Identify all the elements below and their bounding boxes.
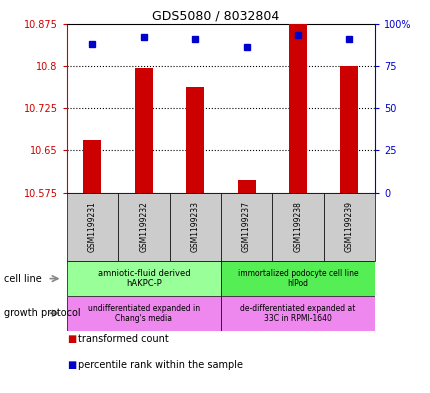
Text: de-differentiated expanded at
33C in RPMI-1640: de-differentiated expanded at 33C in RPM… [240, 303, 355, 323]
Text: amniotic-fluid derived
hAKPC-P: amniotic-fluid derived hAKPC-P [97, 269, 190, 288]
Bar [118, 193, 169, 261]
Text: cell line: cell line [4, 274, 42, 284]
Text: growth protocol: growth protocol [4, 308, 81, 318]
Bar [67, 296, 221, 331]
Bar [169, 193, 220, 261]
Bar [220, 261, 374, 296]
Text: GSM1199231: GSM1199231 [88, 202, 97, 252]
Text: GSM1199232: GSM1199232 [139, 202, 148, 252]
Bar [220, 296, 374, 331]
Bar [220, 193, 272, 261]
Bar [186, 87, 204, 193]
Bar [272, 193, 323, 261]
Text: GDS5080 / 8032804: GDS5080 / 8032804 [151, 10, 279, 23]
Bar [340, 66, 357, 193]
Text: ■: ■ [67, 334, 76, 344]
Text: undifferentiated expanded in
Chang's media: undifferentiated expanded in Chang's med… [88, 303, 200, 323]
Bar [67, 193, 118, 261]
Text: ■: ■ [67, 360, 76, 370]
Text: percentile rank within the sample: percentile rank within the sample [77, 360, 242, 370]
Bar [323, 193, 374, 261]
Text: GSM1199239: GSM1199239 [344, 202, 353, 252]
Bar [135, 68, 153, 193]
Text: transformed count: transformed count [77, 334, 168, 344]
Text: GSM1199238: GSM1199238 [293, 202, 302, 252]
Text: GSM1199233: GSM1199233 [190, 202, 199, 252]
Text: immortalized podocyte cell line
hIPod: immortalized podocyte cell line hIPod [237, 269, 357, 288]
Bar [67, 261, 221, 296]
Bar [288, 24, 306, 193]
Bar [83, 140, 101, 193]
Bar [237, 180, 255, 193]
Text: GSM1199237: GSM1199237 [242, 202, 251, 252]
